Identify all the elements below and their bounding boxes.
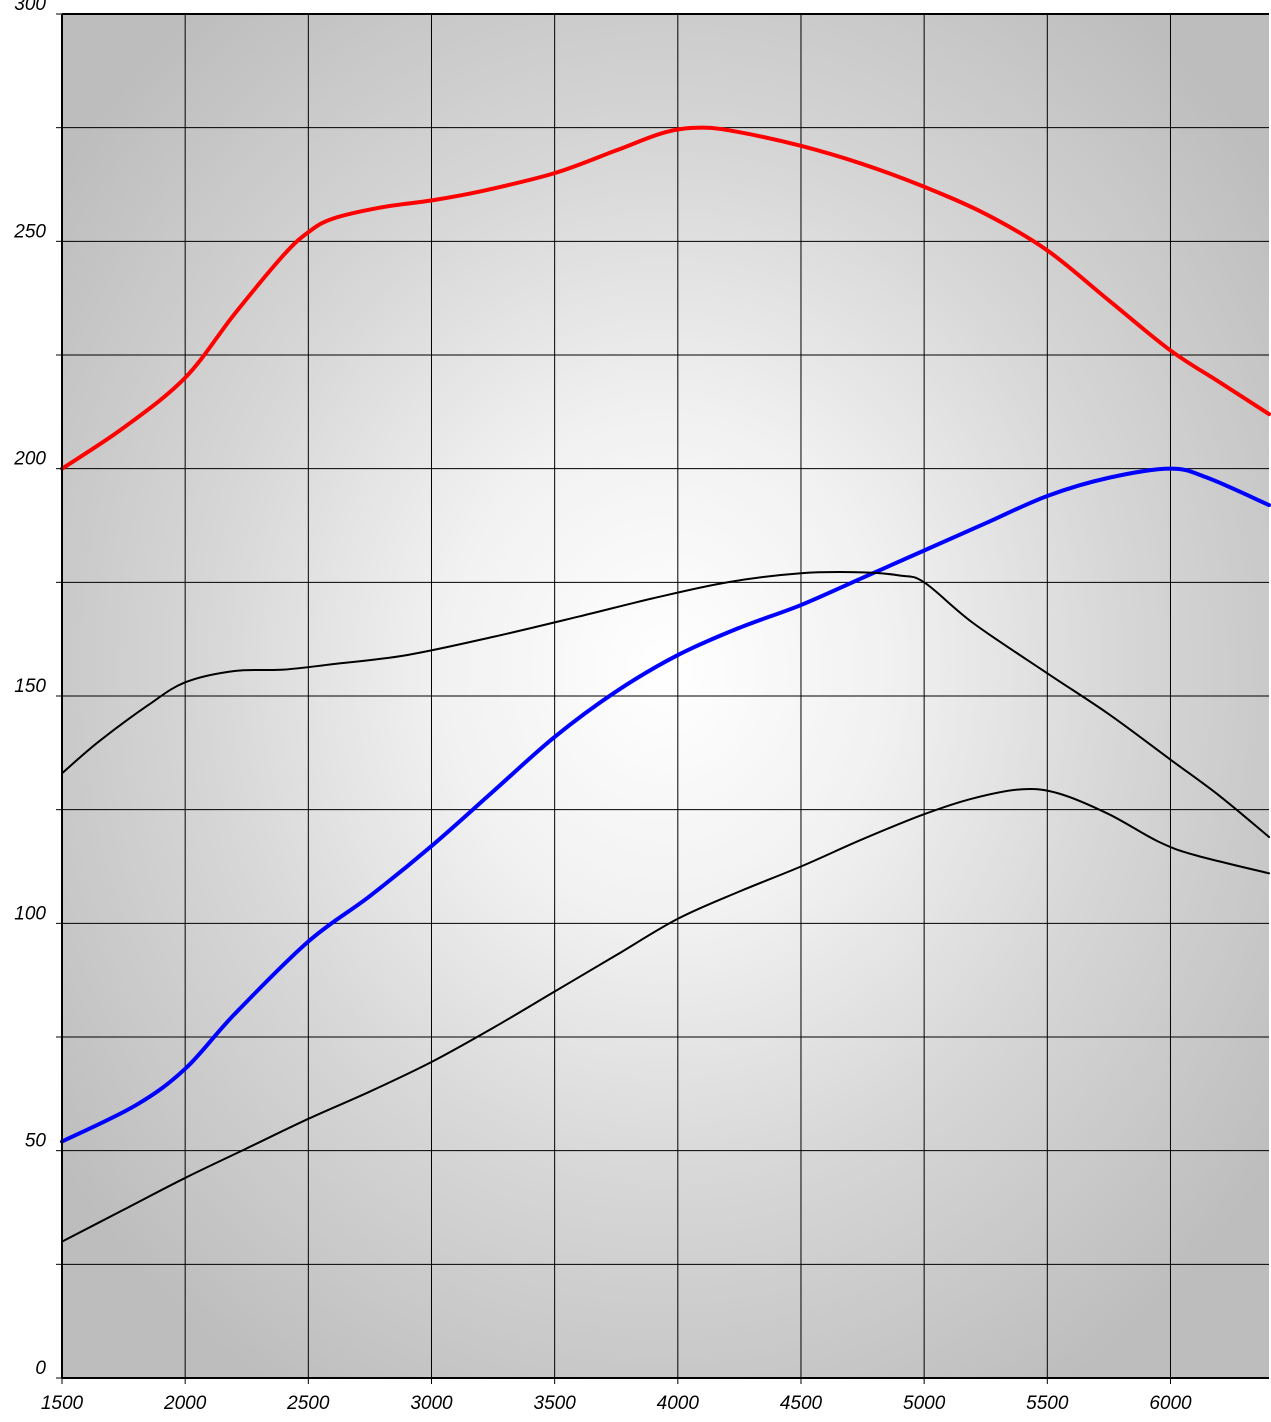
y-tick-label: 150 xyxy=(14,676,46,697)
y-tick-label: 50 xyxy=(25,1131,47,1152)
series-line-2 xyxy=(60,466,1271,1144)
series-line-3 xyxy=(61,571,1270,838)
series-line-4 xyxy=(61,788,1270,1243)
y-tick-label: 300 xyxy=(14,0,46,15)
x-tick-label: 2000 xyxy=(163,1393,207,1414)
x-tick-label: 4500 xyxy=(780,1393,823,1414)
series-line-1 xyxy=(60,125,1271,471)
x-tick-label: 3500 xyxy=(534,1393,577,1414)
y-tick-label: 250 xyxy=(13,221,46,242)
x-tick-label: 1500 xyxy=(41,1393,84,1414)
tick-labels: 0 50 100 150 200 250 300 1500 2000 2500 3000 3500 40… xyxy=(13,0,1192,1414)
x-tick-label: 2500 xyxy=(286,1393,330,1414)
axes xyxy=(56,13,1269,1384)
y-tick-label: 200 xyxy=(13,449,46,470)
series-group xyxy=(60,125,1271,1243)
y-tick-label: 0 xyxy=(35,1358,46,1379)
x-tick-label: 3000 xyxy=(410,1393,453,1414)
x-tick-label: 5500 xyxy=(1026,1393,1069,1414)
x-tick-label: 4000 xyxy=(657,1393,700,1414)
x-tick-label: 6000 xyxy=(1149,1393,1192,1414)
x-tick-label: 5000 xyxy=(903,1393,946,1414)
y-tick-label: 100 xyxy=(14,903,46,924)
